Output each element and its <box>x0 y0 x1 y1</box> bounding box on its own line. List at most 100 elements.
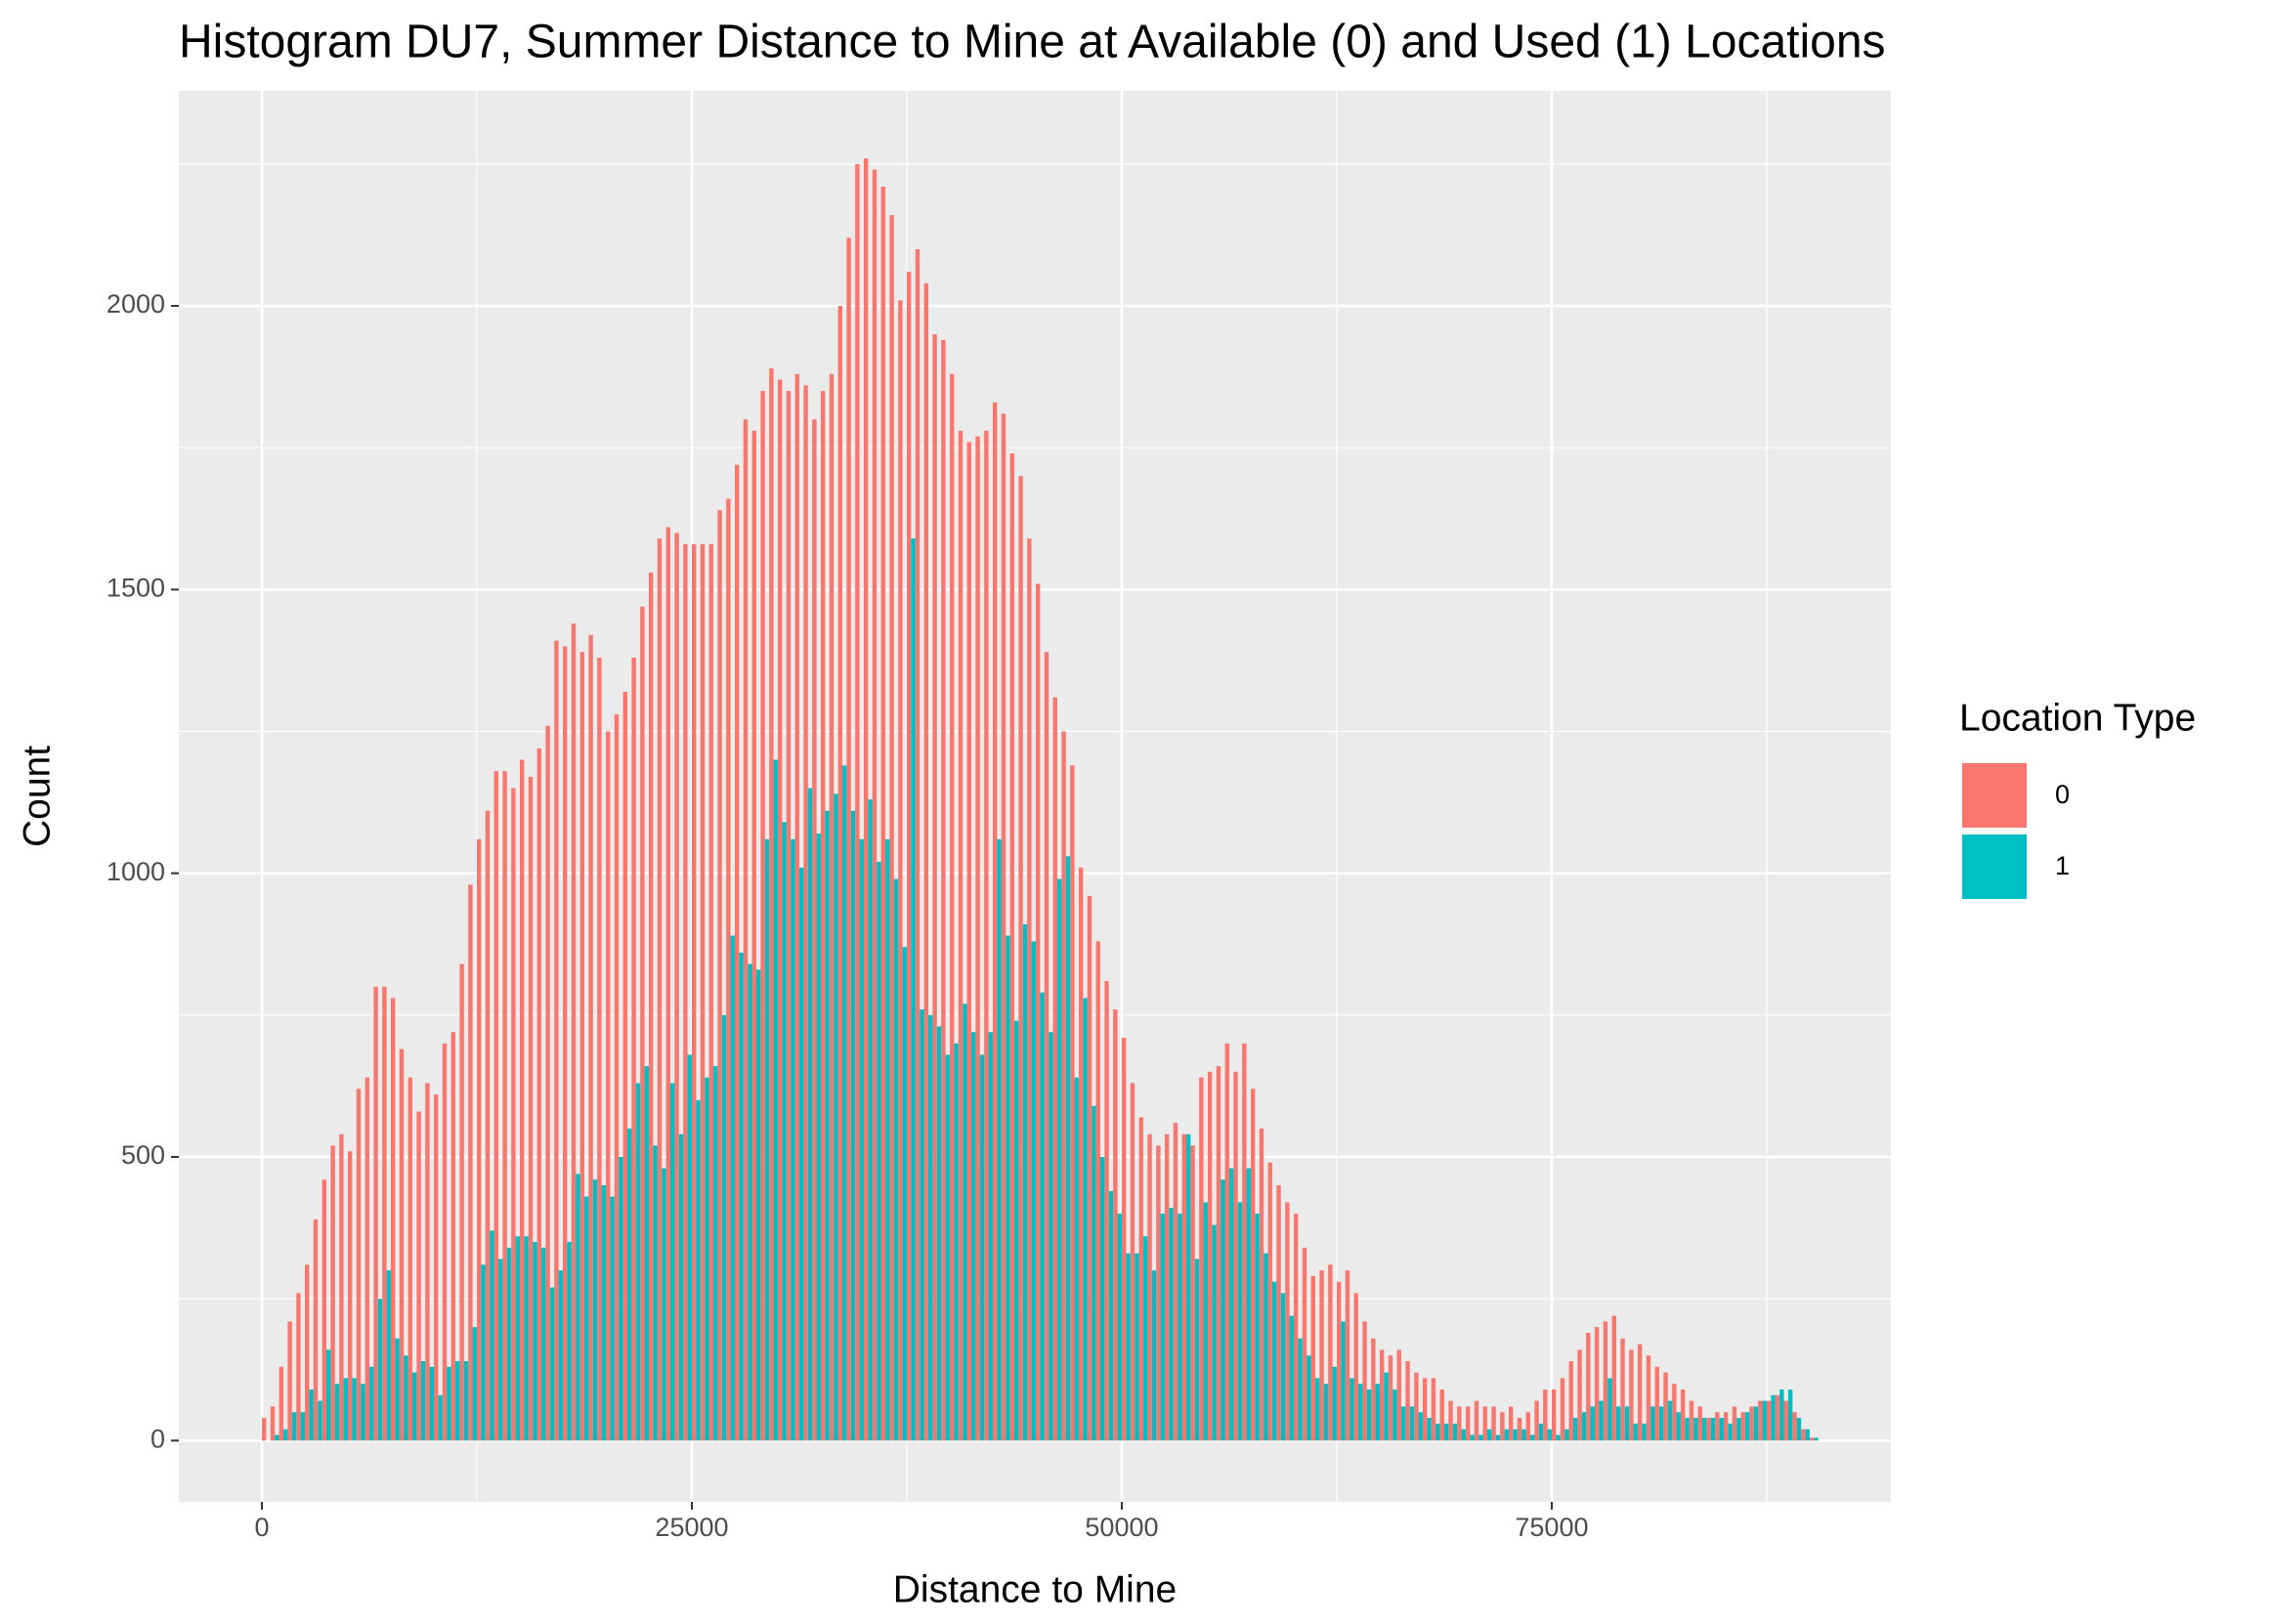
bar <box>1130 1083 1136 1441</box>
bars <box>262 158 1819 1441</box>
bar <box>662 1168 666 1441</box>
bar <box>1740 1412 1745 1441</box>
bar <box>554 640 559 1441</box>
bar <box>339 1133 344 1441</box>
bar <box>622 691 627 1441</box>
bar <box>1568 1361 1573 1441</box>
bar <box>958 430 964 1441</box>
x-tick-label: 50000 <box>1085 1513 1158 1542</box>
bar <box>748 963 752 1441</box>
bar <box>635 1083 641 1441</box>
bar <box>1336 1281 1342 1441</box>
bar <box>691 543 697 1441</box>
bar <box>1482 1406 1487 1441</box>
bar <box>364 1077 369 1441</box>
bar <box>1728 1423 1733 1441</box>
bar <box>1689 1400 1694 1441</box>
bar <box>1504 1429 1509 1441</box>
bar <box>1216 1066 1221 1441</box>
bar <box>837 306 842 1441</box>
bar <box>1285 1202 1290 1441</box>
bar <box>330 1145 335 1441</box>
bar <box>610 1196 615 1441</box>
bar <box>1418 1412 1423 1441</box>
bar <box>825 810 830 1441</box>
bar <box>1457 1406 1462 1441</box>
bar <box>511 788 516 1441</box>
bar <box>764 838 770 1441</box>
bar <box>1697 1406 1702 1441</box>
bar <box>583 1196 589 1441</box>
bar <box>283 1429 288 1441</box>
bar <box>326 1349 331 1441</box>
bar <box>970 1032 976 1441</box>
bar <box>571 623 577 1441</box>
bar <box>476 838 482 1441</box>
bar <box>1792 1412 1797 1441</box>
bar <box>1676 1412 1681 1441</box>
bar <box>1701 1418 1707 1441</box>
bar <box>1474 1400 1479 1441</box>
bar <box>536 748 541 1441</box>
bar <box>1779 1389 1784 1441</box>
y-tick-label: 2000 <box>107 289 165 319</box>
bar <box>1056 878 1062 1441</box>
bar <box>920 1009 924 1441</box>
bar <box>1525 1412 1530 1441</box>
bar <box>1135 1253 1139 1441</box>
bar <box>459 963 464 1441</box>
bar <box>481 1264 486 1441</box>
bar <box>1006 935 1010 1441</box>
axes: 0 25000 50000 75000 0 500 1000 1500 2000 <box>107 289 1589 1542</box>
bar <box>751 430 756 1441</box>
bar <box>1405 1361 1410 1441</box>
bar <box>726 498 731 1441</box>
bar <box>803 385 808 1441</box>
bar <box>1685 1418 1690 1441</box>
bar <box>949 373 955 1441</box>
bar <box>834 793 838 1441</box>
bar <box>1529 1434 1535 1441</box>
bar <box>880 187 885 1441</box>
bar <box>540 1247 546 1441</box>
bar <box>1173 1123 1178 1441</box>
bar <box>377 1299 383 1441</box>
bar <box>1633 1423 1638 1441</box>
bar <box>1547 1429 1552 1441</box>
bar <box>700 543 706 1441</box>
bar <box>1293 1214 1299 1441</box>
bar <box>416 1111 421 1441</box>
bar <box>1138 1117 1143 1441</box>
bar <box>1276 1185 1281 1441</box>
bar <box>411 1372 417 1441</box>
bar <box>1388 1355 1393 1441</box>
bar <box>279 1366 284 1441</box>
bar <box>1151 1270 1157 1441</box>
bar <box>708 543 713 1441</box>
bar <box>1470 1434 1475 1441</box>
bar <box>1715 1412 1720 1441</box>
bar <box>1801 1429 1806 1441</box>
bar <box>1078 867 1084 1441</box>
bar <box>1749 1406 1754 1441</box>
bar <box>1190 1145 1195 1441</box>
bar <box>1031 941 1036 1441</box>
bar <box>730 935 735 1441</box>
bar <box>820 391 826 1441</box>
bar <box>984 430 989 1441</box>
bar <box>1706 1418 1711 1441</box>
bar <box>734 464 740 1441</box>
bar <box>683 543 688 1441</box>
bar <box>674 533 679 1441</box>
bar <box>1065 856 1071 1441</box>
bar <box>1465 1406 1471 1441</box>
bar <box>1156 1145 1161 1441</box>
bar <box>1332 1366 1337 1441</box>
bar <box>433 1094 439 1441</box>
bar <box>1517 1418 1522 1441</box>
bar <box>640 606 645 1441</box>
bar <box>927 1014 933 1441</box>
bar <box>1572 1418 1578 1441</box>
bar <box>932 334 937 1441</box>
bar <box>859 838 864 1441</box>
